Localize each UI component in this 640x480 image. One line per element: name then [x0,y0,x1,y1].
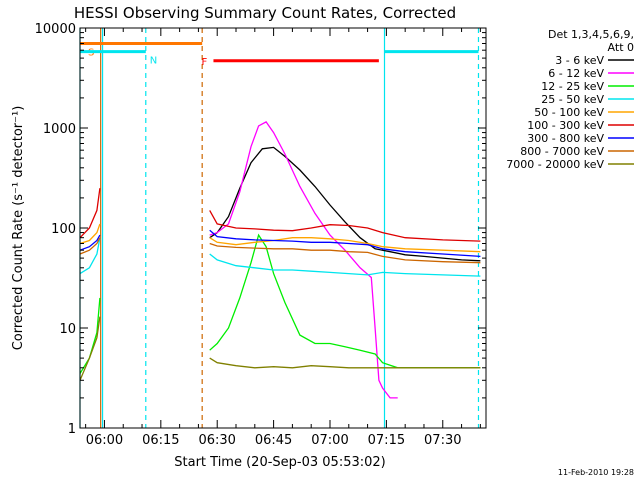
y-tick-label-0: 1 [68,422,76,437]
legend-label-8: 7000 - 20000 keV [506,158,604,171]
legend-label-2: 12 - 25 keV [541,80,604,93]
x-tick-label-2: 06:30 [198,433,235,448]
legend-title-0: Det 1,3,4,5,6,9, [548,28,634,41]
legend-label-7: 800 - 7000 keV [520,145,604,158]
y-axis: 1 10 100 1000 10000 [35,22,486,437]
x-axis-label: Start Time (20-Sep-03 05:53:02) [174,455,385,470]
x-axis: 06:00 06:15 06:30 06:45 07:00 07:15 07:30 [85,28,481,448]
x-tick-label-3: 06:45 [255,433,292,448]
series-line-3 [79,237,481,277]
legend-title-1: Att 0 [608,41,634,54]
flag-label-F: F [201,57,207,68]
y-tick-label-4: 10000 [35,22,76,37]
series-line-4 [79,223,481,253]
x-tick-label-0: 06:00 [86,433,123,448]
series-line-6 [79,229,481,258]
x-tick-label-6: 07:30 [424,433,461,448]
chart-title: HESSI Observing Summary Count Rates, Cor… [74,4,456,22]
x-tick-label-5: 07:15 [368,433,405,448]
series-line-8 [79,316,481,381]
y-tick-label-1: 10 [59,322,76,337]
plot-area: SNF [79,28,481,428]
series-line-5 [79,188,481,242]
legend-label-4: 50 - 100 keV [534,106,604,119]
flag-label-N: N [150,56,157,67]
series-line-1 [209,121,398,399]
timestamp: 11-Feb-2010 19:28 [558,468,634,477]
legend-label-3: 25 - 50 keV [541,93,604,106]
series-line-7 [79,237,481,264]
legend-label-0: 3 - 6 keV [555,54,604,67]
y-tick-label-2: 100 [51,222,76,237]
legend-label-1: 6 - 12 keV [548,67,604,80]
y-tick-label-3: 1000 [43,122,76,137]
legend-label-5: 100 - 300 keV [527,119,604,132]
x-tick-label-1: 06:15 [142,433,179,448]
y-axis-label: Corrected Count Rate (s⁻¹ detector⁻¹) [11,106,26,351]
x-tick-label-4: 07:00 [311,433,348,448]
legend-label-6: 300 - 800 keV [527,132,604,145]
